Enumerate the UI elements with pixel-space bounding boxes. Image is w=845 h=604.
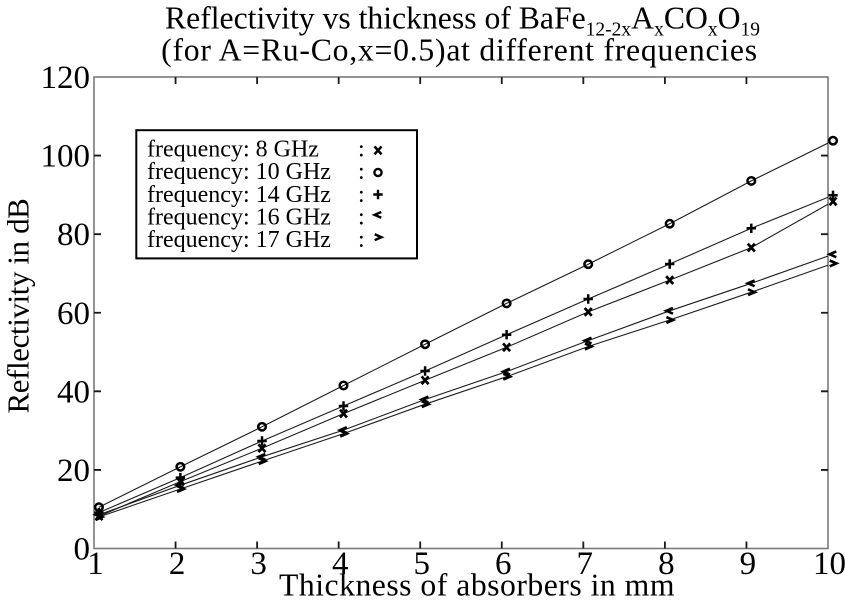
svg-text:4: 4 [332, 546, 349, 582]
svg-text:5: 5 [413, 546, 430, 582]
svg-text:100: 100 [41, 139, 91, 175]
svg-text::: : [358, 136, 365, 162]
svg-text:frequency: 14 GHz: frequency: 14 GHz [147, 182, 331, 208]
svg-text:frequency: 16 GHz: frequency: 16 GHz [147, 205, 331, 231]
svg-text:80: 80 [57, 217, 90, 253]
svg-text:1: 1 [87, 546, 104, 582]
svg-text:7: 7 [577, 546, 594, 582]
svg-text:8: 8 [658, 546, 675, 582]
svg-text::: : [358, 182, 365, 208]
svg-text:frequency: 17 GHz: frequency: 17 GHz [147, 227, 331, 253]
svg-text::: : [358, 159, 365, 185]
svg-text:Thickness of absorbers in mm: Thickness of absorbers in mm [279, 568, 675, 603]
svg-text::: : [358, 205, 365, 231]
svg-text:2: 2 [169, 546, 186, 582]
svg-text:frequency: 10 GHz: frequency: 10 GHz [147, 159, 331, 185]
svg-text:9: 9 [740, 546, 757, 582]
svg-text:frequency: 8 GHz: frequency: 8 GHz [147, 136, 319, 162]
svg-text:0: 0 [74, 532, 91, 568]
svg-text:6: 6 [495, 546, 512, 582]
svg-text:(for A=Ru-Co,x=0.5)at differen: (for A=Ru-Co,x=0.5)at different frequenc… [161, 33, 758, 68]
svg-text:40: 40 [57, 374, 90, 410]
svg-text:120: 120 [41, 60, 91, 96]
svg-text:20: 20 [57, 453, 90, 489]
svg-text:Reflectivity in dB: Reflectivity in dB [1, 199, 36, 414]
svg-text:3: 3 [250, 546, 267, 582]
svg-text:10: 10 [813, 546, 845, 582]
svg-text:60: 60 [57, 296, 90, 332]
svg-text::: : [358, 227, 365, 253]
